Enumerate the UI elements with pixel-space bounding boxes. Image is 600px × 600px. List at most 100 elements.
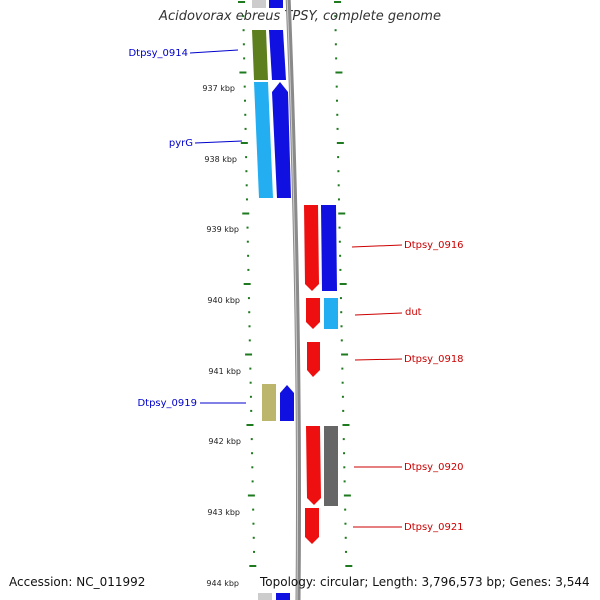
leader-dtpsy-0918 — [354, 358, 403, 361]
ruler-minor-tick — [246, 240, 249, 243]
gene-feature-dtpsy-0918[interactable] — [307, 342, 320, 377]
ruler-minor-tick — [343, 452, 346, 455]
ruler-minor-tick — [335, 57, 338, 60]
ruler-minor-tick — [334, 29, 337, 32]
ruler-label: 938 kbp — [204, 155, 237, 164]
ruler-major-tick — [242, 212, 250, 215]
ruler-label: 940 kbp — [207, 296, 240, 305]
ruler-minor-tick — [340, 325, 343, 328]
feature-bottom-blue — [276, 593, 290, 600]
gene-feature-dtpsy-0920-cds[interactable] — [324, 426, 338, 506]
ruler-minor-tick — [250, 409, 253, 412]
ruler-minor-tick — [243, 57, 246, 60]
ruler-minor-tick — [246, 226, 249, 229]
ruler-label: 943 kbp — [207, 508, 240, 517]
ruler-major-tick — [341, 353, 349, 356]
gene-feature-dtpsy-0920[interactable] — [306, 426, 321, 505]
ruler-major-tick — [335, 71, 343, 74]
ruler-minor-tick — [336, 127, 339, 130]
ruler-minor-tick — [242, 15, 245, 18]
ruler-minor-tick — [248, 325, 251, 328]
ruler-minor-tick — [242, 43, 245, 46]
ruler-minor-tick — [251, 480, 254, 483]
ruler-major-tick — [343, 494, 351, 497]
leader-dtpsy-0914 — [189, 49, 239, 54]
leader-dut — [354, 312, 403, 316]
gene-feature-pyrg[interactable] — [254, 82, 273, 198]
leader-pyrg — [194, 140, 243, 144]
ruler-minor-tick — [344, 536, 347, 539]
ruler-minor-tick — [334, 43, 337, 46]
gene-label-dtpsy-0919[interactable]: Dtpsy_0919 — [137, 398, 197, 409]
ruler-label: 941 kbp — [208, 367, 241, 376]
ruler-minor-tick — [251, 466, 254, 469]
gene-feature-dtpsy-0916-cds[interactable] — [321, 205, 337, 291]
ruler-minor-tick — [339, 268, 342, 271]
ruler-major-tick — [238, 1, 246, 3]
accession-text: Accession: NC_011992 — [9, 575, 146, 589]
ruler-minor-tick — [253, 550, 256, 553]
ruler-minor-tick — [245, 184, 248, 187]
genome-backbone — [285, 0, 302, 600]
gene-feature-dtpsy-0919[interactable] — [262, 384, 276, 421]
gene-feature-dut[interactable] — [306, 298, 320, 329]
ruler-minor-tick — [343, 480, 346, 483]
ruler-minor-tick — [335, 99, 338, 102]
ruler-ticks — [238, 1, 353, 567]
ruler-minor-tick — [247, 297, 250, 300]
ruler-label: 942 kbp — [208, 437, 241, 446]
ruler-minor-tick — [250, 438, 253, 441]
ruler-major-tick — [338, 212, 346, 215]
gene-feature-dtpsy-0914[interactable] — [252, 30, 268, 80]
gene-label-dtpsy-0918[interactable]: Dtpsy_0918 — [404, 354, 464, 365]
feature-top-grey — [252, 0, 266, 8]
gene-feature-dtpsy-0916[interactable] — [304, 205, 319, 291]
ruler-minor-tick — [343, 466, 346, 469]
ruler-minor-tick — [335, 85, 338, 88]
ruler-minor-tick — [245, 170, 248, 173]
gene-label-dtpsy-0914[interactable]: Dtpsy_0914 — [128, 48, 188, 59]
ruler-minor-tick — [344, 522, 347, 525]
gene-label-pyrg[interactable]: pyrG — [169, 138, 193, 149]
gene-label-dtpsy-0920[interactable]: Dtpsy_0920 — [404, 462, 464, 473]
ruler-minor-tick — [244, 113, 247, 116]
ruler-minor-tick — [341, 381, 344, 384]
ruler-minor-tick — [342, 409, 345, 412]
ruler-minor-tick — [247, 268, 250, 271]
genome-title: Acidovorax ebreus TPSY, complete genome — [159, 9, 441, 24]
ruler-minor-tick — [243, 99, 246, 102]
ruler-minor-tick — [336, 113, 339, 116]
gene-feature-dut-cds[interactable] — [324, 298, 338, 329]
ruler-minor-tick — [249, 381, 252, 384]
ruler-major-tick — [247, 494, 255, 497]
ruler-minor-tick — [340, 311, 343, 314]
ruler-major-tick — [245, 353, 253, 356]
ruler-major-tick — [334, 1, 342, 3]
ruler-minor-tick — [251, 452, 254, 455]
genome-backbone-highlight — [286, 0, 299, 600]
ruler-minor-tick — [252, 508, 255, 511]
gene-feature-dtpsy-0914-cds[interactable] — [269, 30, 286, 80]
gene-feature-dtpsy-0921[interactable] — [305, 508, 319, 544]
ruler-minor-tick — [249, 395, 252, 398]
ruler-label: 944 kbp — [206, 579, 239, 588]
gene-feature-dtpsy-0919-cds[interactable] — [280, 385, 294, 421]
ruler-minor-tick — [244, 127, 247, 130]
gene-feature-pyrg-cds[interactable] — [272, 82, 291, 198]
ruler-major-tick — [246, 424, 254, 426]
ruler-minor-tick — [337, 170, 340, 173]
gene-label-dut[interactable]: dut — [405, 307, 422, 318]
ruler-minor-tick — [337, 184, 340, 187]
ruler-minor-tick — [342, 438, 345, 441]
ruler-minor-tick — [338, 240, 341, 243]
gene-label-dtpsy-0921[interactable]: Dtpsy_0921 — [404, 522, 464, 533]
ruler-minor-tick — [338, 226, 341, 229]
ruler-minor-tick — [252, 522, 255, 525]
ruler-major-tick — [243, 283, 251, 285]
ruler-minor-tick — [252, 536, 255, 539]
ruler-minor-tick — [248, 339, 251, 342]
feature-bottom-grey — [258, 593, 272, 600]
gene-label-dtpsy-0916[interactable]: Dtpsy_0916 — [404, 240, 464, 251]
ruler-minor-tick — [340, 339, 343, 342]
